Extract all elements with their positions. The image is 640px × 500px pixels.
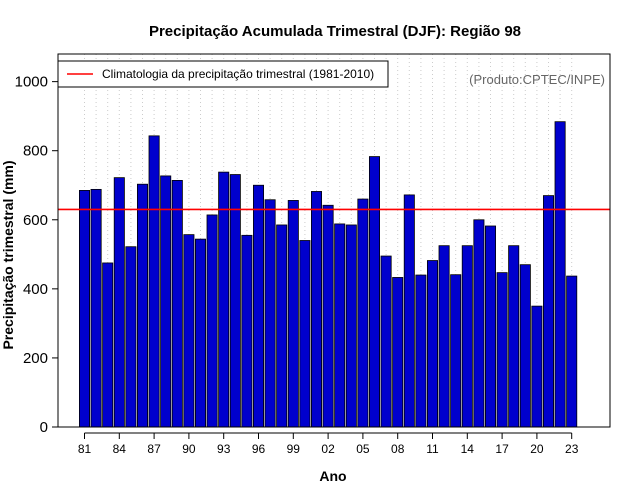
- bar-83: [102, 262, 114, 428]
- bar-95: [241, 234, 253, 428]
- bar-01: [310, 191, 322, 428]
- legend-box: [57, 60, 389, 88]
- x-tick-label-90: 90: [182, 442, 196, 456]
- bar-13: [450, 274, 462, 428]
- y-tick-label-400: 400: [23, 281, 48, 298]
- bar-11: [426, 260, 438, 428]
- x-tick-label-05: 05: [356, 442, 370, 456]
- bars: [79, 121, 578, 428]
- bar-21: [543, 195, 555, 428]
- bar-88: [160, 175, 172, 428]
- bar-93: [218, 171, 230, 428]
- x-tick-label-17: 17: [495, 442, 509, 456]
- bar-89: [171, 180, 183, 428]
- y-axis-label: Precipitação trimestral (mm): [0, 160, 16, 349]
- bar-85: [125, 246, 137, 428]
- bar-92: [206, 214, 218, 428]
- y-tick-label-200: 200: [23, 350, 48, 367]
- bar-97: [264, 199, 276, 428]
- bar-91: [194, 238, 206, 428]
- bar-12: [438, 245, 450, 428]
- bar-16: [484, 225, 496, 428]
- x-axis-label: Ano: [319, 468, 346, 484]
- x-tick-label-23: 23: [565, 442, 579, 456]
- x-tick-label-81: 81: [78, 442, 92, 456]
- bar-23: [566, 275, 578, 428]
- x-tick-label-99: 99: [287, 442, 301, 456]
- x-tick-label-96: 96: [252, 442, 266, 456]
- bar-98: [276, 224, 288, 428]
- bar-03: [334, 223, 346, 428]
- bar-94: [229, 174, 241, 428]
- bar-10: [415, 274, 427, 428]
- legend-climatology-label: Climatologia da precipitação trimestral …: [102, 67, 374, 81]
- bar-02: [322, 204, 334, 428]
- bar-15: [473, 219, 485, 428]
- x-tick-label-11: 11: [426, 442, 439, 456]
- bar-84: [113, 177, 125, 428]
- bar-90: [183, 234, 195, 428]
- x-tick-label-93: 93: [217, 442, 231, 456]
- bar-19: [519, 264, 531, 428]
- plot-frame: [57, 53, 611, 428]
- x-tick-label-84: 84: [113, 442, 127, 456]
- y-tick-label-1000: 1000: [15, 74, 48, 91]
- bar-81: [79, 190, 91, 428]
- bar-06: [368, 156, 380, 428]
- bar-05: [357, 198, 369, 428]
- bar-07: [380, 255, 392, 428]
- chart-title: Precipitação Acumulada Trimestral (DJF):…: [149, 23, 521, 40]
- x-tick-label-08: 08: [391, 442, 405, 456]
- bar-87: [148, 135, 160, 428]
- bar-99: [287, 200, 299, 428]
- y-axis: 0 200 400 600 800 1000: [15, 74, 58, 436]
- x-tick-label-20: 20: [530, 442, 544, 456]
- x-tick-label-02: 02: [321, 442, 335, 456]
- bar-09: [403, 194, 415, 428]
- x-tick-label-87: 87: [147, 442, 161, 456]
- bar-86: [136, 183, 148, 428]
- bar-96: [252, 184, 264, 428]
- bar-04: [345, 224, 357, 428]
- legend: Climatologia da precipitação trimestral …: [57, 60, 389, 88]
- bar-82: [90, 188, 102, 428]
- bar-17: [496, 272, 508, 428]
- product-credit: (Produto:CPTEC/INPE): [469, 72, 605, 87]
- y-tick-label-0: 0: [40, 419, 48, 436]
- bar-00: [299, 240, 311, 428]
- bar-20: [531, 305, 543, 428]
- y-tick-label-800: 800: [23, 143, 48, 160]
- bar-08: [392, 277, 404, 428]
- x-axis: 81 84 87 90 93 96 99 02 05 08 11 14 17 20 23: [78, 432, 579, 456]
- bar-18: [508, 245, 520, 428]
- bar-14: [461, 245, 473, 428]
- x-tick-label-14: 14: [461, 442, 475, 456]
- y-tick-label-600: 600: [23, 212, 48, 229]
- bar-22: [554, 121, 566, 428]
